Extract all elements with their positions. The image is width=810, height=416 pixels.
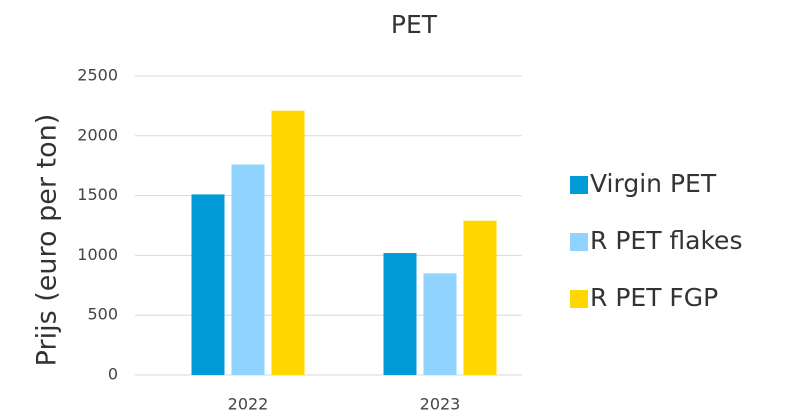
legend-label: R PET flakes [590, 226, 742, 255]
legend-swatch [570, 176, 588, 194]
legend-label: R PET FGP [590, 283, 718, 312]
legend-swatch [570, 290, 588, 308]
y-tick-label: 1500 [77, 185, 118, 204]
y-tick-label: 0 [108, 365, 118, 384]
bar [231, 164, 265, 375]
x-tick-label: 2023 [420, 395, 461, 414]
y-tick-label: 500 [87, 305, 118, 324]
bar [191, 194, 225, 375]
bar [383, 253, 417, 375]
x-tick-label: 2022 [228, 395, 269, 414]
bar [271, 110, 305, 376]
y-tick-label: 2500 [77, 66, 118, 85]
y-tick-label: 2000 [77, 125, 118, 144]
y-tick-label: 1000 [77, 245, 118, 264]
bar [463, 220, 497, 375]
y-axis-label: Prijs (euro per ton) [32, 114, 63, 367]
legend-swatch [570, 233, 588, 251]
bar [423, 273, 457, 375]
chart-title: PET [391, 10, 438, 39]
legend-label: Virgin PET [590, 169, 717, 198]
